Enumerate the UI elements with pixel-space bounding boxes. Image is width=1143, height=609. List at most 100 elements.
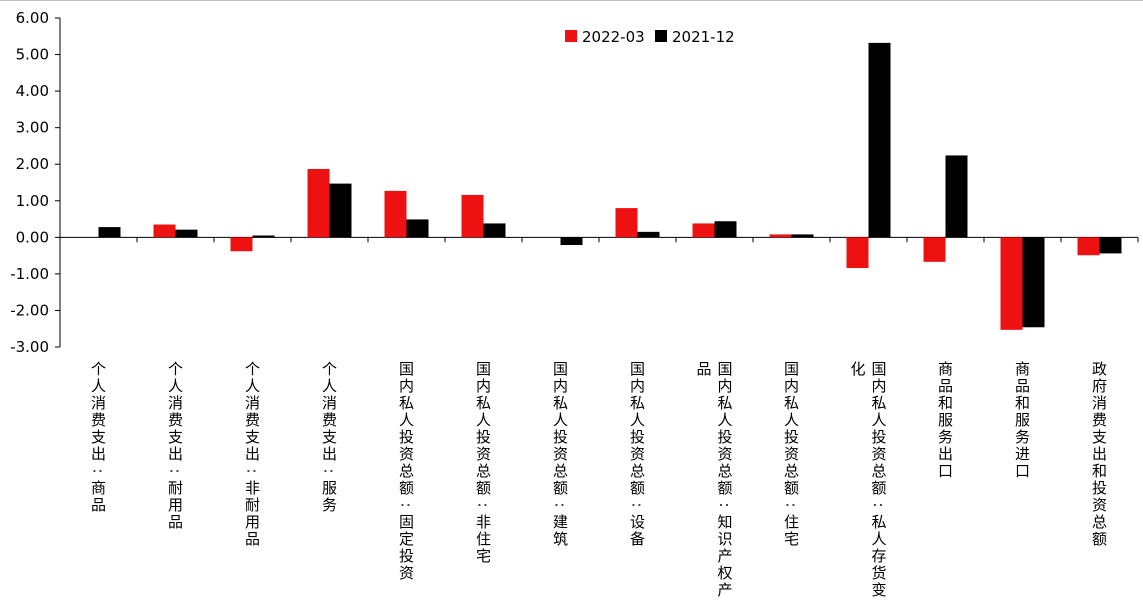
category-char: 服 [938, 411, 953, 429]
category-char: 设 [630, 513, 645, 531]
category-char: 内 [553, 377, 568, 395]
category-char: 资 [399, 564, 414, 582]
category-char: 资 [1092, 496, 1107, 514]
category-char: 额 [1092, 530, 1107, 548]
category-char: 品 [938, 377, 953, 395]
category-char: 个 [245, 360, 260, 378]
category-char: 投 [476, 428, 491, 446]
bar-2021-12 [1022, 237, 1045, 328]
legend: 2022-03 2021-12 [565, 28, 735, 46]
category-char: 资 [784, 445, 799, 463]
category-char: 个 [91, 360, 106, 378]
category-char: 私 [784, 394, 799, 412]
category-char: 额 [717, 479, 732, 497]
category-char: : [90, 468, 108, 473]
bar-2022-03 [769, 234, 792, 238]
category-char: 固 [399, 513, 414, 531]
category-char: 消 [168, 394, 183, 412]
category-char: 用 [168, 496, 183, 514]
category-char: 人 [399, 411, 414, 429]
category-char: 支 [168, 428, 183, 446]
category-char: 国 [476, 360, 491, 378]
category-char: 内 [717, 377, 732, 395]
category-char: 费 [91, 411, 106, 429]
category-char: 资 [630, 445, 645, 463]
bar-2022-03 [1077, 237, 1100, 256]
category-char: 总 [784, 462, 799, 480]
category-char: 商 [1015, 360, 1030, 378]
category-char: 口 [938, 462, 953, 480]
category-char: 内 [476, 377, 491, 395]
category-char: 建 [553, 513, 568, 531]
category-char: 费 [168, 411, 183, 429]
category-char: 私 [871, 513, 886, 531]
y-tick-label: 3.00 [16, 119, 49, 137]
category-char: : [783, 502, 801, 507]
category-char: 投 [553, 428, 568, 446]
category-char: 内 [399, 377, 414, 395]
bar-2021-12 [1099, 237, 1122, 254]
category-char: 宅 [784, 530, 799, 548]
category-char: 额 [399, 479, 414, 497]
category-char: 人 [630, 411, 645, 429]
bar-2021-12 [252, 235, 275, 238]
y-tick-label: 4.00 [16, 82, 49, 100]
bar-2021-12 [868, 42, 891, 238]
category-char: 内 [871, 377, 886, 395]
category-char: 国 [784, 360, 799, 378]
bar-2022-03 [923, 237, 946, 262]
y-tick-label: 5.00 [16, 46, 49, 64]
category-char: 人 [91, 377, 106, 395]
category-char: 额 [476, 479, 491, 497]
category-char: 非 [245, 479, 260, 497]
category-char: 商 [938, 360, 953, 378]
category-char: 资 [553, 445, 568, 463]
category-char: 投 [630, 428, 645, 446]
category-char: 存 [871, 547, 886, 565]
y-tick-label: 2.00 [16, 155, 49, 173]
bar-2021-12 [637, 231, 660, 238]
y-tick-label: 1.00 [16, 192, 49, 210]
category-char: 资 [399, 445, 414, 463]
category-char: 私 [399, 394, 414, 412]
legend-swatch [655, 30, 667, 42]
bar-2021-12 [98, 227, 121, 238]
category-char: 产 [717, 547, 732, 565]
category-char: 支 [91, 428, 106, 446]
category-char: : [475, 502, 493, 507]
category-char: 知 [717, 513, 732, 531]
bar-2021-12 [945, 155, 968, 238]
category-char: 务 [322, 496, 337, 514]
category-char: 额 [553, 479, 568, 497]
category-char: 私 [476, 394, 491, 412]
category-char: 产 [717, 581, 732, 599]
bar-2022-03 [615, 208, 638, 238]
category-char: : [552, 502, 570, 507]
category-char: 品 [91, 496, 106, 514]
category-char: : [167, 468, 185, 473]
category-char: 定 [399, 530, 414, 548]
category-char: 口 [1015, 462, 1030, 480]
bar-2022-03 [153, 224, 176, 238]
category-char: 总 [871, 462, 886, 480]
category-char: 总 [553, 462, 568, 480]
category-char: : [629, 502, 647, 507]
category-char: 人 [784, 411, 799, 429]
category-char: 和 [1092, 462, 1107, 480]
y-tick-label: -1.00 [10, 265, 49, 283]
category-char: 人 [476, 411, 491, 429]
category-char: 个 [322, 360, 337, 378]
category-char: 人 [553, 411, 568, 429]
axes: 6.00 5.00 4.00 3.00 2.00 1.00 0.00 -1.00 -2.00 -3… [10, 9, 1139, 356]
category-char: 国 [399, 360, 414, 378]
